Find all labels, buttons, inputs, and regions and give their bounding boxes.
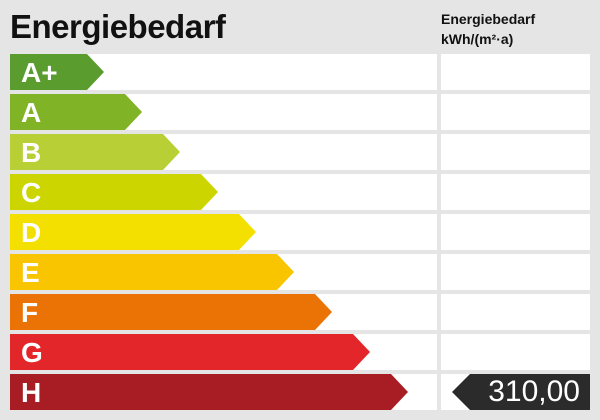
class-arrow: B: [10, 134, 180, 170]
class-arrow: F: [10, 294, 332, 330]
energy-class-row: E: [10, 254, 590, 290]
value-cell: [441, 94, 590, 130]
class-label: A+: [21, 57, 58, 88]
column-header: Energiebedarf kWh/(m²·a): [441, 9, 535, 49]
energy-class-row: C: [10, 174, 590, 210]
energy-class-row: G: [10, 334, 590, 370]
energy-class-row: H 310,00: [10, 374, 590, 410]
column-header-unit: kWh/(m²·a): [441, 31, 514, 47]
class-label: F: [21, 297, 39, 328]
class-label: H: [21, 377, 42, 408]
energy-class-row: A: [10, 94, 590, 130]
class-arrow: E: [10, 254, 294, 290]
class-label: E: [21, 257, 40, 288]
value-cell: [441, 134, 590, 170]
energy-class-row: B: [10, 134, 590, 170]
value-cell: [441, 294, 590, 330]
class-label: A: [21, 97, 42, 128]
class-label: B: [21, 137, 42, 168]
page-title: Energiebedarf: [10, 8, 226, 45]
class-label: D: [21, 217, 42, 248]
class-label: C: [21, 177, 42, 208]
class-label: G: [21, 337, 43, 368]
value-cell: [441, 54, 590, 90]
energy-class-row: A+: [10, 54, 590, 90]
value-badge: 310,00: [452, 374, 590, 410]
value-cell: [441, 214, 590, 250]
value-cell: [441, 254, 590, 290]
class-arrow: H: [10, 374, 408, 410]
column-header-title: Energiebedarf: [441, 11, 536, 27]
value-cell: [441, 174, 590, 210]
value-cell: [441, 334, 590, 370]
energy-class-row: D: [10, 214, 590, 250]
class-arrow: D: [10, 214, 256, 250]
class-arrow: G: [10, 334, 370, 370]
class-arrow: A+: [10, 54, 104, 90]
class-arrow: A: [10, 94, 142, 130]
class-arrow: C: [10, 174, 218, 210]
energy-class-row: F: [10, 294, 590, 330]
